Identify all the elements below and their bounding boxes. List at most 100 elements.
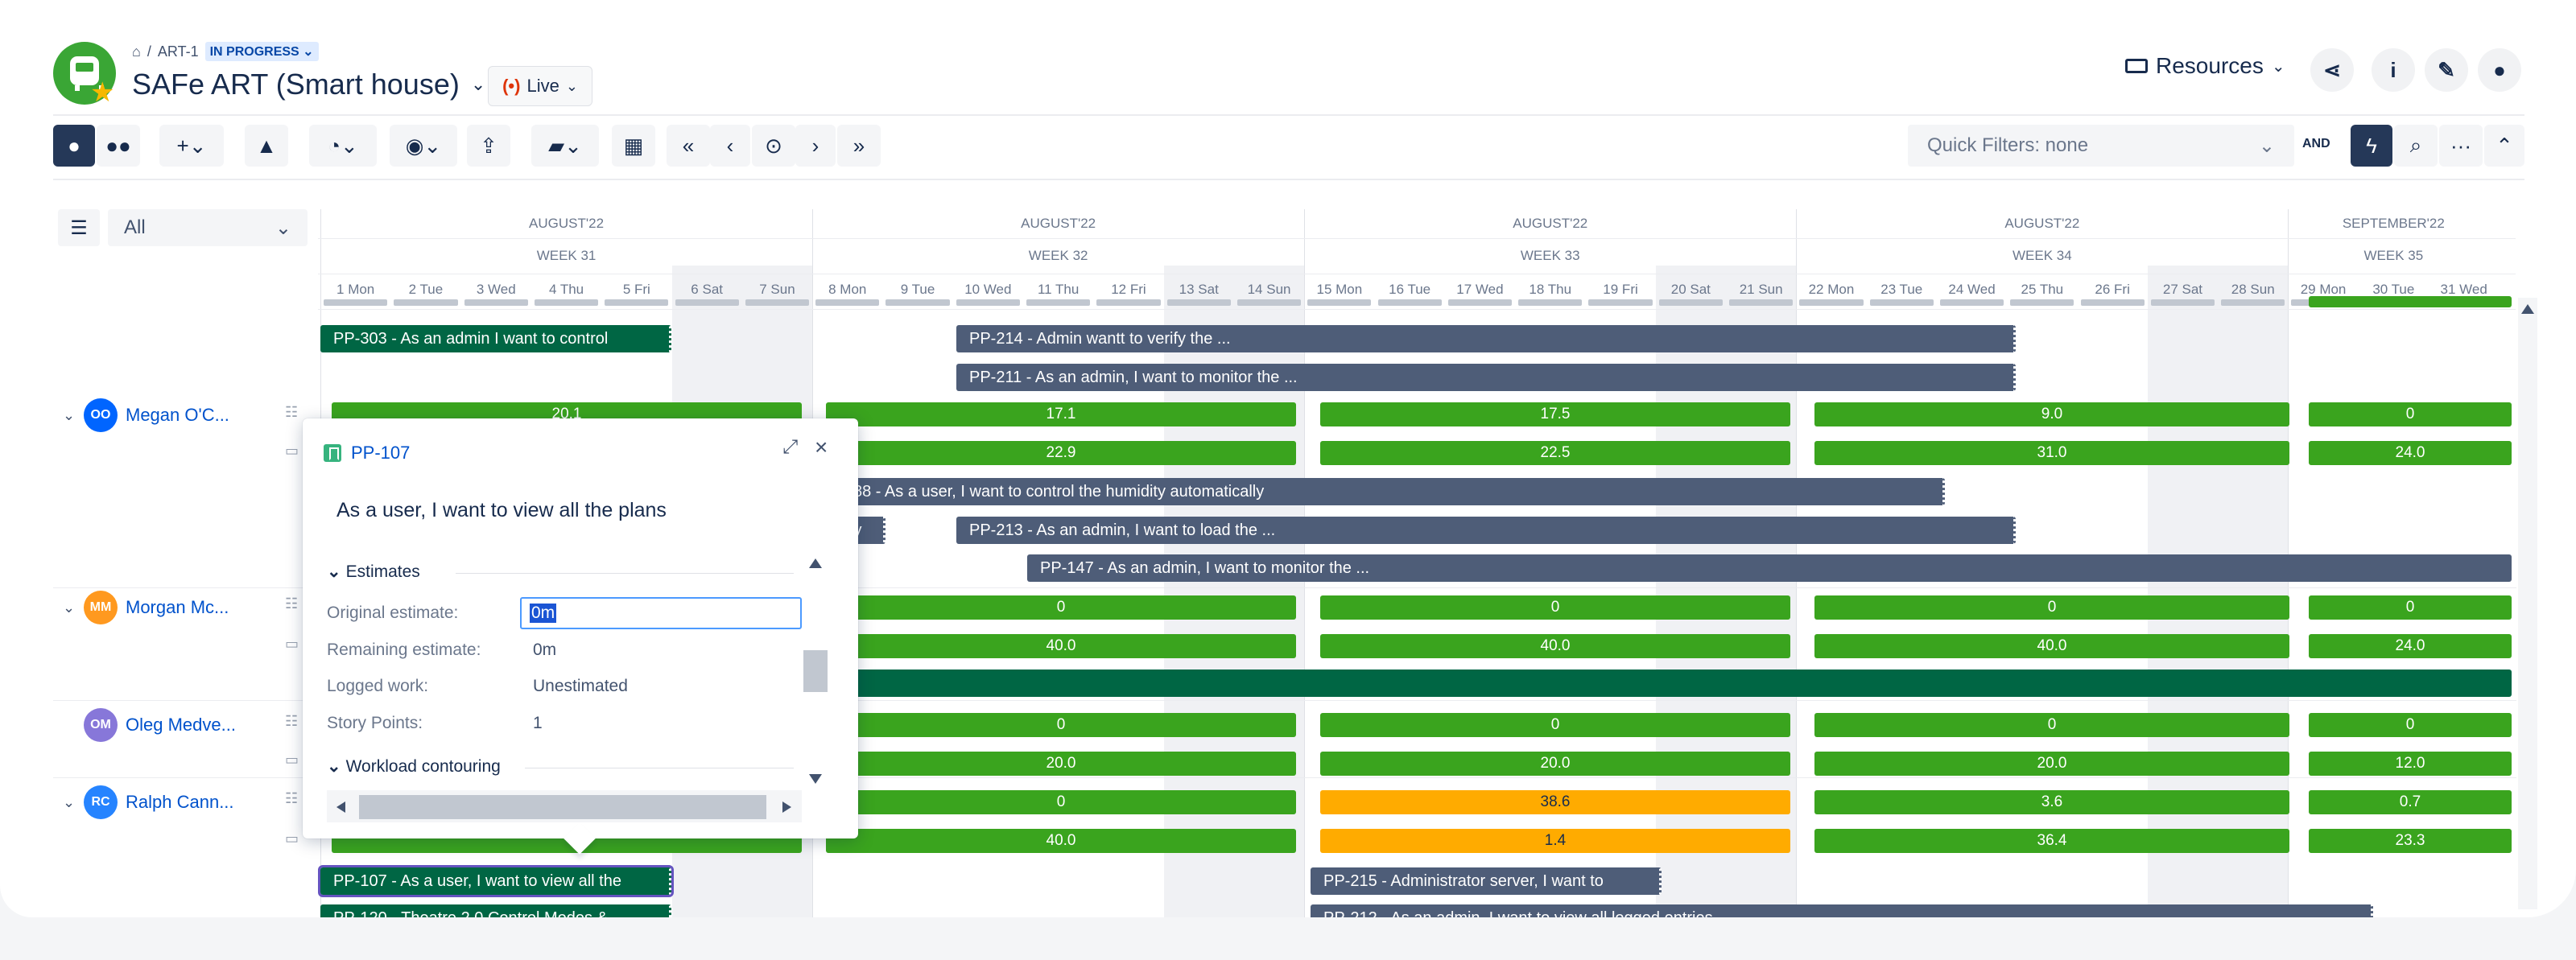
- person-row-oleg[interactable]: OM Oleg Medve...: [63, 708, 236, 742]
- remaining-estimate-value[interactable]: 0m: [533, 641, 557, 659]
- issue-key-link[interactable]: PP-107: [324, 443, 410, 464]
- issue-bar-pp-213[interactable]: PP-213 - As an admin, I want to load the…: [956, 517, 2016, 544]
- project-logo[interactable]: ★: [53, 42, 116, 106]
- home-icon[interactable]: ⌂: [132, 43, 141, 60]
- user-icon[interactable]: ●: [2478, 48, 2521, 92]
- person-row-ralph[interactable]: ⌄ RC Ralph Cann...: [63, 785, 234, 819]
- issue-bar-pp-215[interactable]: PP-215 - Administrator server, I want to: [1311, 867, 1662, 895]
- issue-bar-pp-211[interactable]: PP-211 - As an admin, I want to monitor …: [956, 364, 2016, 391]
- quick-filters-dropdown[interactable]: Quick Filters: none ⌄: [1908, 125, 2294, 167]
- list-icon[interactable]: ☷: [285, 790, 299, 806]
- breadcrumb-key[interactable]: ART-1: [157, 43, 199, 60]
- list-icon[interactable]: ☷: [285, 404, 299, 420]
- info-icon[interactable]: i: [2372, 48, 2415, 92]
- capacity-cell[interactable]: 0: [1814, 595, 2289, 620]
- issue-bar-pp-120[interactable]: PP-120 - Theatre 2.0 Control Modes &: [320, 904, 671, 917]
- issue-bar-pp-107[interactable]: PP-107 - As a user, I want to view all t…: [318, 865, 674, 897]
- scroll-thumb[interactable]: [359, 795, 766, 819]
- capacity-cell[interactable]: 24.0: [2309, 441, 2512, 465]
- live-button[interactable]: (•) Live ⌄: [488, 66, 592, 106]
- issue-bar-pp-303[interactable]: PP-303 - As an admin I want to control: [320, 325, 671, 352]
- capacity-cell[interactable]: 23.3: [2309, 829, 2512, 853]
- scroll-down-icon[interactable]: [809, 774, 822, 784]
- capacity-cell[interactable]: 40.0: [826, 634, 1296, 658]
- issue-bar-pp-188[interactable]: 88 - As a user, I want to control the hu…: [837, 478, 1945, 505]
- capacity-cell[interactable]: 20.0: [1320, 752, 1790, 776]
- capacity-cell[interactable]: 0: [2309, 595, 2512, 620]
- scroll-up-icon[interactable]: [809, 558, 822, 568]
- capacity-cell[interactable]: 24.0: [2309, 634, 2512, 658]
- scroll-up-icon[interactable]: [2521, 304, 2534, 314]
- capacity-cell[interactable]: 0: [1814, 713, 2289, 737]
- scroll-right-icon[interactable]: [782, 801, 791, 813]
- list-filter-icon[interactable]: ☰: [58, 209, 100, 246]
- capacity-cell[interactable]: 40.0: [826, 829, 1296, 853]
- ruler-dropdown[interactable]: ▰⌄: [531, 125, 599, 167]
- capacity-cell[interactable]: 20.0: [826, 752, 1296, 776]
- capacity-cell[interactable]: 38.6: [1320, 790, 1790, 814]
- view-dropdown[interactable]: ◉⌄: [390, 125, 457, 167]
- story-points-value[interactable]: 1: [533, 714, 543, 732]
- scroll-thumb[interactable]: [803, 650, 828, 692]
- next-button[interactable]: ›: [795, 125, 836, 167]
- capacity-cell[interactable]: 0: [826, 790, 1296, 814]
- status-badge[interactable]: IN PROGRESS ⌄: [204, 42, 319, 61]
- previous-button[interactable]: ‹: [710, 125, 750, 167]
- capacity-cell[interactable]: 17.5: [1320, 402, 1790, 426]
- capacity-cell[interactable]: 0.7: [2309, 790, 2512, 814]
- capacity-cell[interactable]: 22.5: [1320, 441, 1790, 465]
- estimates-section-toggle[interactable]: ⌄ Estimates: [327, 562, 420, 582]
- issue-bar-pp-147[interactable]: PP-147 - As an admin, I want to monitor …: [1027, 554, 2512, 582]
- capacity-cell[interactable]: 12.0: [2309, 752, 2512, 776]
- more-button[interactable]: ···: [2439, 125, 2483, 167]
- dashboard-dropdown[interactable]: ◔⌄: [309, 125, 377, 167]
- wrench-icon[interactable]: ✎: [2425, 48, 2468, 92]
- list-icon[interactable]: ☷: [285, 595, 299, 612]
- capacity-cell[interactable]: 0: [826, 713, 1296, 737]
- capacity-cell-partial[interactable]: [2309, 296, 2512, 307]
- capacity-cell[interactable]: 0: [1320, 713, 1790, 737]
- issue-bar-pp-214[interactable]: PP-214 - Admin wantt to verify the ...: [956, 325, 2016, 352]
- capacity-cell[interactable]: 40.0: [1320, 634, 1790, 658]
- popup-vertical-scrollbar[interactable]: [802, 555, 829, 789]
- popup-horizontal-scrollbar[interactable]: [327, 790, 802, 822]
- collapse-button[interactable]: ⌃: [2484, 125, 2524, 167]
- capacity-cell[interactable]: 17.1: [826, 402, 1296, 426]
- page-title[interactable]: SAFe ART (Smart house) ⌄: [132, 68, 485, 101]
- resources-button[interactable]: Resources ⌄: [2125, 53, 2285, 79]
- today-button[interactable]: ⊙: [752, 125, 795, 167]
- jump-back-button[interactable]: «: [667, 125, 710, 167]
- capacity-cell[interactable]: 3.6: [1814, 790, 2289, 814]
- capacity-cell[interactable]: 1.4: [1320, 829, 1790, 853]
- share-icon[interactable]: ⋖: [2310, 48, 2354, 92]
- capacity-icon[interactable]: ▭: [285, 830, 299, 847]
- expand-icon[interactable]: ⤢: [782, 436, 799, 458]
- original-estimate-input[interactable]: 0m: [520, 597, 802, 629]
- person-row-megan[interactable]: ⌄ OO Megan O'C...: [63, 398, 229, 432]
- capacity-cell[interactable]: 9.0: [1814, 402, 2289, 426]
- vertical-scrollbar[interactable]: [2518, 298, 2537, 909]
- workload-section-toggle[interactable]: ⌄ Workload contouring: [327, 756, 501, 777]
- group-filter-select[interactable]: All ⌄: [108, 209, 308, 246]
- capacity-cell[interactable]: 0: [826, 595, 1296, 620]
- export-button[interactable]: ⇪: [467, 125, 510, 167]
- team-view-button[interactable]: ●●: [97, 125, 140, 167]
- capacity-cell[interactable]: 36.4: [1814, 829, 2289, 853]
- calendar-button[interactable]: ▦: [612, 125, 655, 167]
- scroll-left-icon[interactable]: [336, 801, 345, 813]
- capacity-cell[interactable]: 31.0: [1814, 441, 2289, 465]
- capacity-cell[interactable]: 0: [1320, 595, 1790, 620]
- capacity-bar-morgan-full[interactable]: [837, 670, 2512, 697]
- close-icon[interactable]: ×: [815, 435, 828, 459]
- capacity-icon[interactable]: ▭: [285, 636, 299, 652]
- list-icon[interactable]: ☷: [285, 713, 299, 729]
- person-view-button[interactable]: ●: [53, 125, 95, 167]
- capacity-icon[interactable]: ▭: [285, 443, 299, 459]
- capacity-cell[interactable]: 0: [2309, 402, 2512, 426]
- jump-forward-button[interactable]: »: [837, 125, 881, 167]
- capacity-cell[interactable]: 22.9: [826, 441, 1296, 465]
- capacity-cell[interactable]: 20.0: [1814, 752, 2289, 776]
- add-button[interactable]: +⌄: [159, 125, 224, 167]
- search-button[interactable]: ⌕: [2394, 125, 2438, 167]
- training-button[interactable]: ▲: [245, 125, 288, 167]
